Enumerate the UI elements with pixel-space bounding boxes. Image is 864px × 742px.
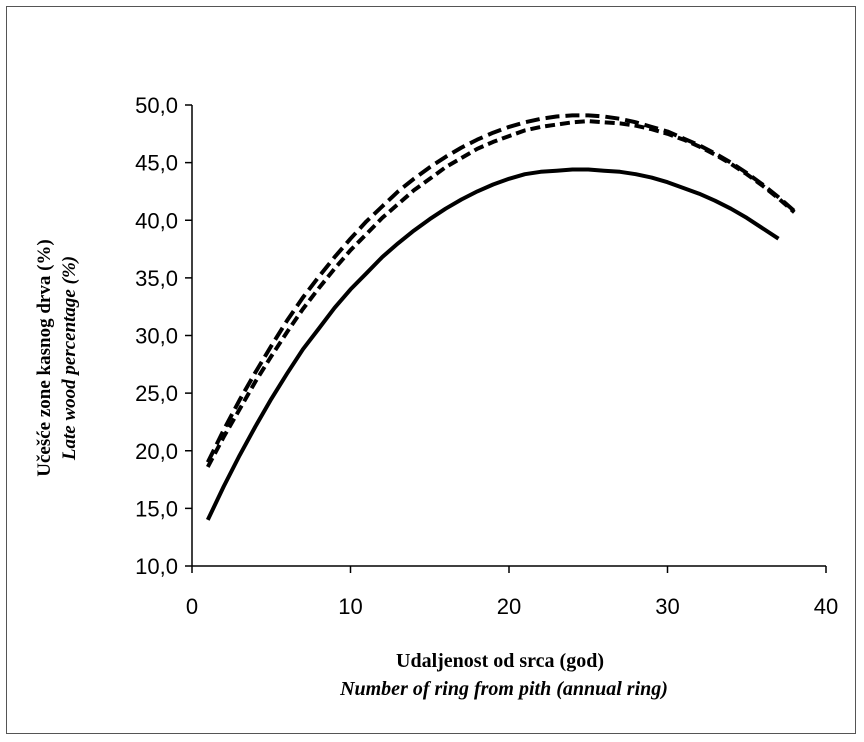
x-tick-label: 40 xyxy=(814,594,838,619)
y-tick-label: 35,0 xyxy=(135,266,178,291)
y-tick-label: 50,0 xyxy=(135,93,178,118)
y-tick-label: 15,0 xyxy=(135,496,178,521)
x-ticks: 0 10 20 30 40 xyxy=(186,566,838,619)
y-ticks: 10,0 15,0 20,0 25,0 30,0 35,0 40,0 45,0 50,0 xyxy=(135,93,192,579)
x-tick-label: 20 xyxy=(497,594,521,619)
y-tick-label: 25,0 xyxy=(135,381,178,406)
x-axis-label-en: Number of ring from pith (annual ring) xyxy=(339,678,668,700)
y-axis-label-en: Late wood percentage (%) xyxy=(59,256,80,461)
y-tick-label: 45,0 xyxy=(135,151,178,176)
y-tick-label: 10,0 xyxy=(135,554,178,579)
y-tick-label: 20,0 xyxy=(135,439,178,464)
y-tick-label: 30,0 xyxy=(135,324,178,349)
series-line-2 xyxy=(206,113,796,464)
figure-frame xyxy=(6,6,856,734)
plot-area: 10,0 15,0 20,0 25,0 30,0 35,0 40,0 45,0 50,0 0 10… xyxy=(135,93,838,619)
series-line-3 xyxy=(206,119,796,468)
x-tick-label: 10 xyxy=(338,594,362,619)
x-tick-label: 30 xyxy=(655,594,679,619)
x-tick-label: 0 xyxy=(186,594,198,619)
x-axis-label: Udaljenost od srca (god) xyxy=(396,650,604,672)
series-line-1 xyxy=(205,167,780,521)
series-layer xyxy=(205,113,796,521)
y-axis-label: Učešće zone kasnog drva (%) xyxy=(34,239,55,476)
y-tick-label: 40,0 xyxy=(135,208,178,233)
